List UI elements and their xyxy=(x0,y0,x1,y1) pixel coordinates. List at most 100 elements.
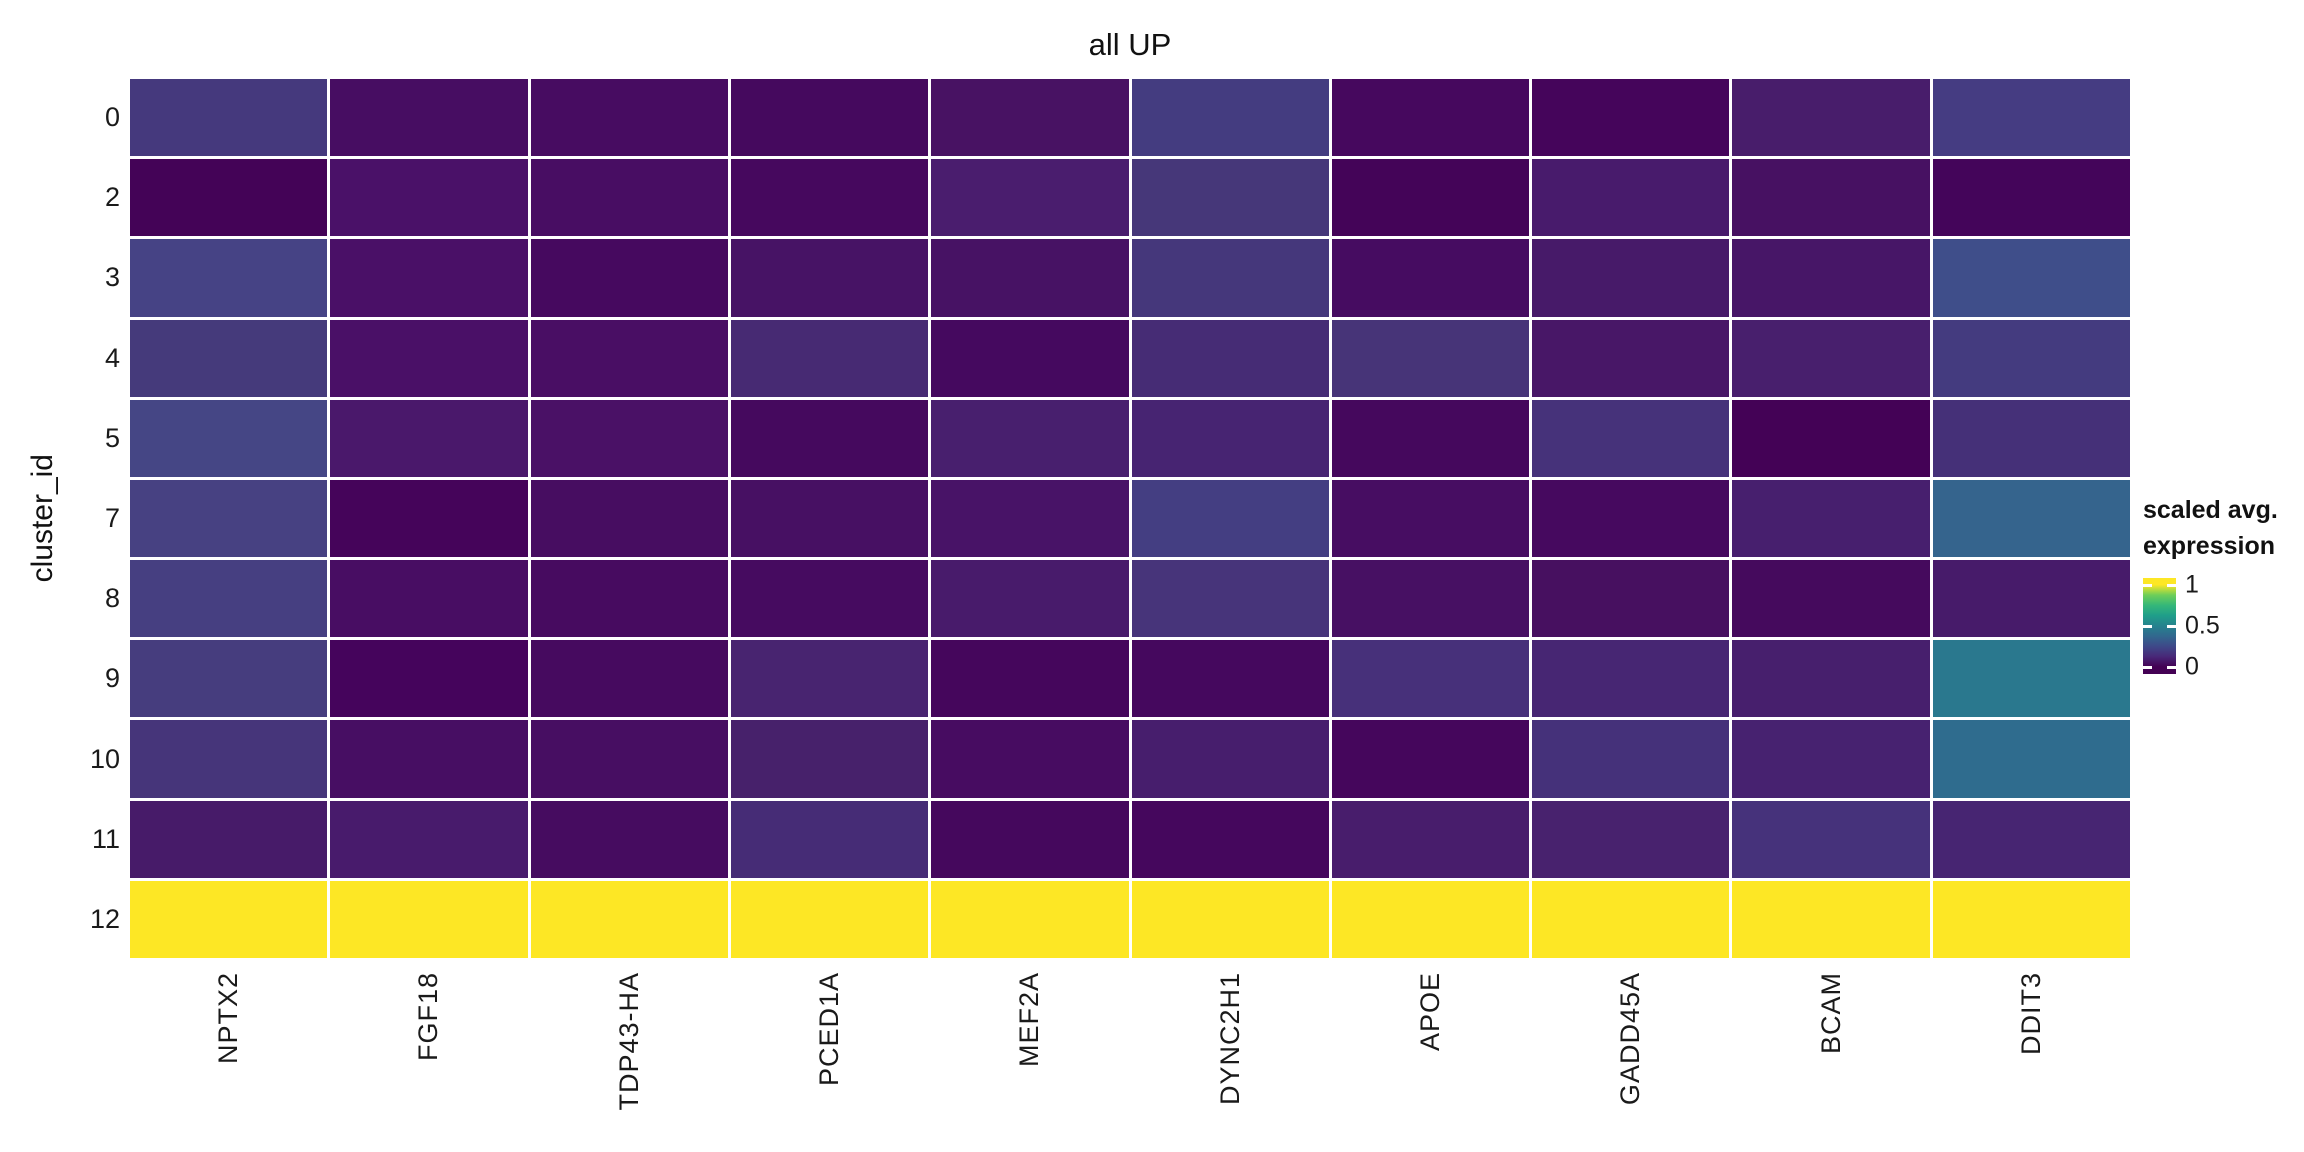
y-tick-label: 3 xyxy=(104,262,120,293)
heatmap-cell xyxy=(1732,560,1930,638)
heatmap-cell xyxy=(931,239,1129,317)
x-axis-tick-labels: NPTX2 FGF18 TDP43-HA PCED1A MEF2A DYNC2H1 APOE… xyxy=(130,972,2130,1148)
heatmap-cell xyxy=(130,560,328,638)
heatmap-cell xyxy=(1932,560,2130,638)
heatmap-cell xyxy=(1532,800,1730,878)
heatmap-cell xyxy=(330,399,528,477)
heatmap-cell xyxy=(130,319,328,397)
x-tick-label-text: APOE xyxy=(1414,972,1445,1052)
heatmap-cell xyxy=(530,479,728,558)
heatmap-cell xyxy=(1532,319,1730,397)
x-tick-label: APOE xyxy=(1332,972,1529,1148)
legend: scaled avg. expression 1 0.5 0 xyxy=(2143,492,2304,679)
heatmap-cell xyxy=(1131,880,1329,958)
y-tick-label: 7 xyxy=(104,502,120,533)
heatmap-cell xyxy=(730,720,929,798)
heatmap-cell xyxy=(130,239,328,317)
legend-tick-mark xyxy=(2167,666,2176,669)
heatmap-cell xyxy=(330,560,528,638)
legend-title-line2: expression xyxy=(2143,532,2276,560)
x-tick-label: MEF2A xyxy=(931,972,1128,1148)
legend-tick-mark xyxy=(2167,584,2176,587)
legend-tick-label: 0.5 xyxy=(2185,611,2220,640)
heatmap-cell xyxy=(1331,560,1530,638)
heatmap-cell xyxy=(1532,560,1730,638)
heatmap-grid xyxy=(130,79,2130,958)
heatmap-cell xyxy=(530,640,728,718)
y-tick-label: 8 xyxy=(104,583,120,614)
heatmap-cell xyxy=(730,800,929,878)
heatmap-cell xyxy=(931,880,1129,958)
y-axis-tick-labels: 0 2 3 4 5 7 8 9 10 11 12 xyxy=(0,79,120,958)
heatmap-cell xyxy=(330,479,528,558)
x-tick-label-text: MEF2A xyxy=(1014,972,1045,1068)
heatmap-cell xyxy=(530,720,728,798)
y-tick-label: 11 xyxy=(91,823,120,854)
heatmap-cell xyxy=(931,720,1129,798)
heatmap-cell xyxy=(730,239,929,317)
heatmap-cell xyxy=(730,399,929,477)
heatmap-cell xyxy=(730,560,929,638)
heatmap-cell xyxy=(1331,479,1530,558)
heatmap-cell xyxy=(730,640,929,718)
x-tick-label-text: GADD45A xyxy=(1615,972,1646,1106)
y-tick-label: 2 xyxy=(104,182,120,213)
heatmap-cell xyxy=(730,159,929,237)
heatmap-cell xyxy=(1131,560,1329,638)
heatmap-cell xyxy=(1932,880,2130,958)
heatmap-cell xyxy=(130,399,328,477)
heatmap-cell xyxy=(1732,479,1930,558)
x-tick-label: DYNC2H1 xyxy=(1132,972,1329,1148)
heatmap-cell xyxy=(931,560,1129,638)
heatmap-cell xyxy=(130,720,328,798)
y-tick-label: 9 xyxy=(104,663,120,694)
heatmap-cell xyxy=(1932,800,2130,878)
heatmap-cell xyxy=(1732,159,1930,237)
heatmap-cell xyxy=(730,880,929,958)
heatmap-cell xyxy=(1331,239,1530,317)
heatmap-cell xyxy=(1932,640,2130,718)
heatmap-cell xyxy=(1932,319,2130,397)
heatmap-cell xyxy=(1331,880,1530,958)
heatmap-cell xyxy=(1331,79,1530,157)
heatmap-cell xyxy=(730,319,929,397)
heatmap-cell xyxy=(1732,79,1930,157)
x-tick-label: FGF18 xyxy=(330,972,527,1148)
heatmap-cell xyxy=(931,399,1129,477)
x-tick-label: GADD45A xyxy=(1532,972,1729,1148)
legend-title-line1: scaled avg. xyxy=(2143,496,2278,524)
heatmap-cell xyxy=(1732,800,1930,878)
legend-tick-mark xyxy=(2143,625,2152,628)
heatmap-cell xyxy=(130,479,328,558)
y-tick-label: 10 xyxy=(89,743,120,774)
heatmap-cell xyxy=(1131,159,1329,237)
heatmap-cell xyxy=(130,880,328,958)
legend-tick-mark xyxy=(2143,584,2152,587)
heatmap-cell xyxy=(1732,399,1930,477)
heatmap-cell xyxy=(130,159,328,237)
legend-tick-label: 0 xyxy=(2185,652,2199,681)
heatmap-cell xyxy=(1732,720,1930,798)
y-tick-label: 5 xyxy=(104,422,120,453)
heatmap-cell xyxy=(530,319,728,397)
legend-title: scaled avg. expression xyxy=(2143,492,2304,564)
heatmap-cell xyxy=(730,79,929,157)
legend-tick-label: 1 xyxy=(2185,570,2199,599)
heatmap-cell xyxy=(330,159,528,237)
heatmap-cell xyxy=(1532,239,1730,317)
heatmap-cell xyxy=(931,800,1129,878)
heatmap-cell xyxy=(1732,880,1930,958)
heatmap-cell xyxy=(1532,880,1730,958)
legend-tick-mark xyxy=(2167,625,2176,628)
heatmap-cell xyxy=(1532,640,1730,718)
legend-colorbar: 1 0.5 0 xyxy=(2143,572,2220,679)
heatmap-cell xyxy=(1131,319,1329,397)
x-tick-label-text: DDIT3 xyxy=(2015,972,2046,1056)
x-tick-label: NPTX2 xyxy=(130,972,327,1148)
y-tick-label: 0 xyxy=(104,102,120,133)
x-tick-label: DDIT3 xyxy=(1933,972,2130,1148)
heatmap-cell xyxy=(130,79,328,157)
heatmap-cell xyxy=(330,720,528,798)
heatmap-cell xyxy=(1932,720,2130,798)
heatmap-cell xyxy=(530,239,728,317)
